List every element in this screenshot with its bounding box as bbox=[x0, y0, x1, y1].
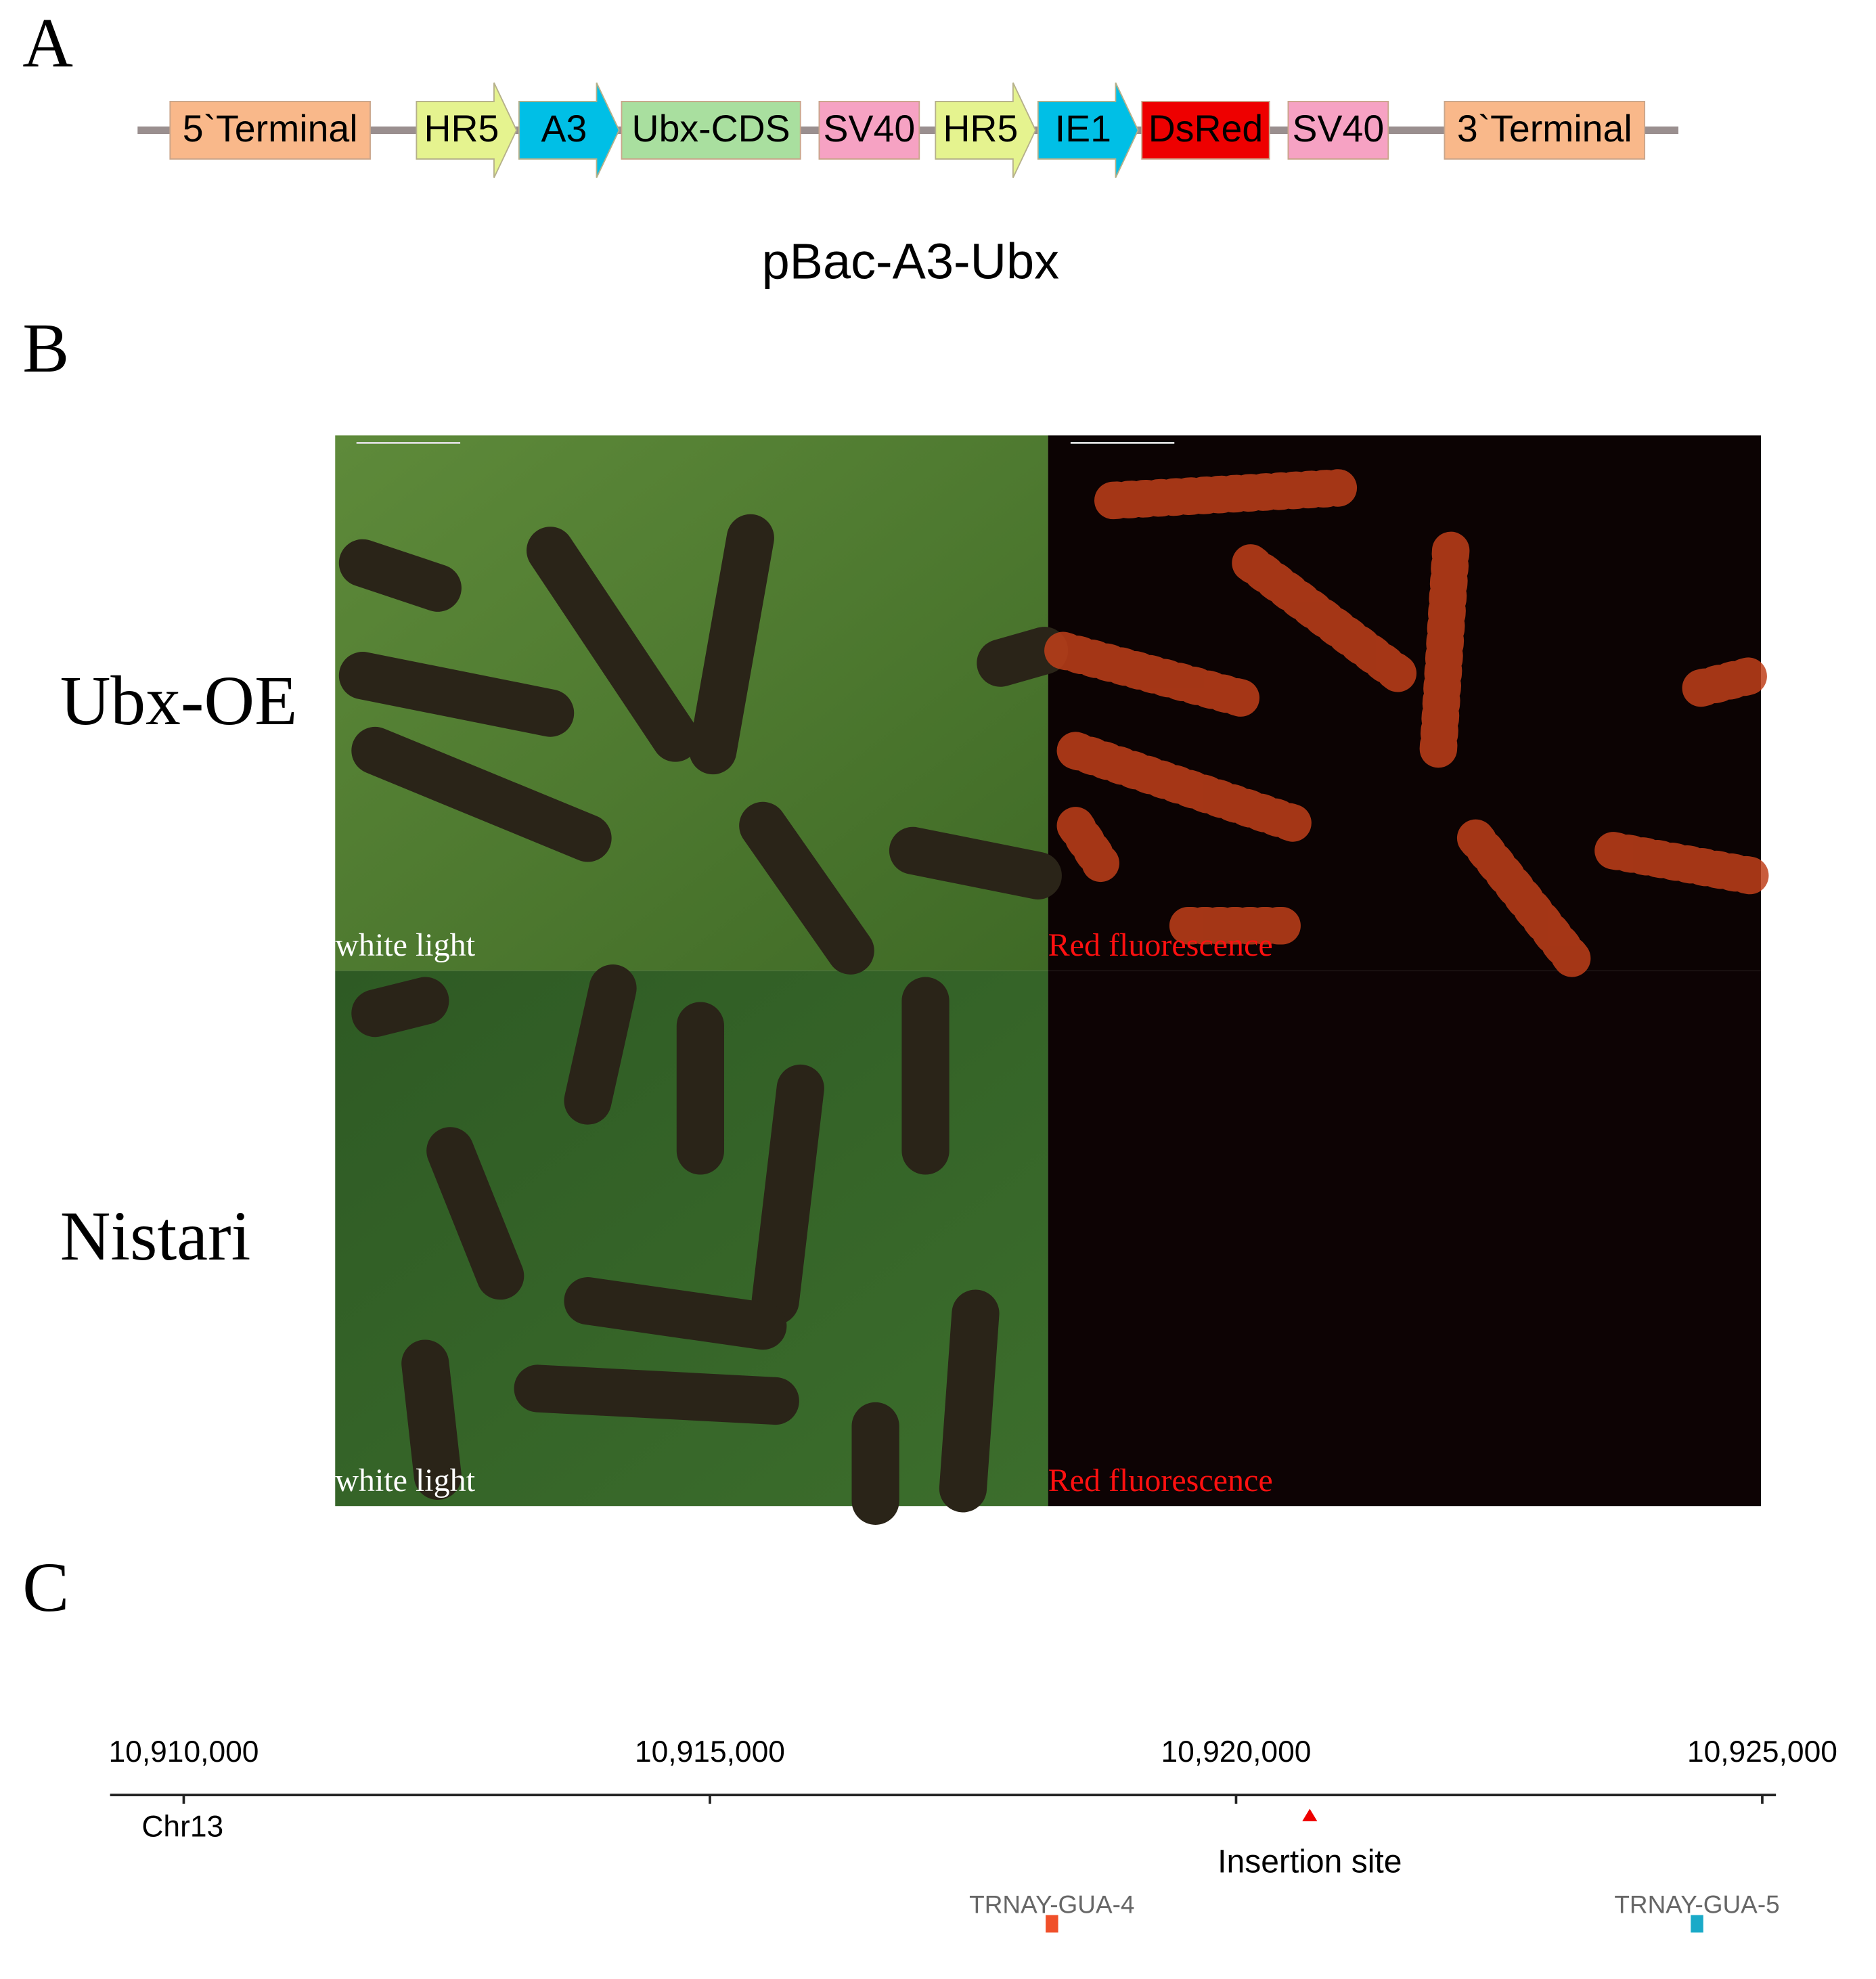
box-element bbox=[621, 100, 801, 160]
construct: 5`Terminal HR5 A3 Ubx-CDS SV40 HR5 IE1 DsRed SV4… bbox=[169, 82, 1646, 179]
element-label: 5`Terminal bbox=[183, 108, 358, 150]
panel-label: C bbox=[22, 1549, 69, 1626]
image-caption: white light bbox=[335, 1463, 475, 1498]
insertion-marker bbox=[1302, 1808, 1318, 1821]
gene-label: TRNAY-GUA-4 bbox=[969, 1890, 1134, 1918]
arrow-element bbox=[935, 82, 1037, 179]
x-tick-label: 10,925,000 bbox=[1687, 1735, 1837, 1769]
element-label: SV40 bbox=[1293, 108, 1385, 150]
arrow-element bbox=[518, 82, 620, 179]
box-element bbox=[1287, 100, 1389, 160]
image-caption: Red fluorescence bbox=[1048, 927, 1273, 963]
element-label: HR5 bbox=[424, 108, 499, 150]
construct-caption: pBac-A3-Ubx bbox=[762, 234, 1060, 290]
row-label: Nistari bbox=[60, 1198, 251, 1275]
fluorescent-larvae bbox=[1044, 469, 1770, 982]
element-label: IE1 bbox=[1055, 108, 1111, 150]
photo-labels: Ubx-OE white light Red fluorescence Nistari… bbox=[60, 663, 1273, 1498]
x-tick-label: 10,920,000 bbox=[1161, 1735, 1311, 1769]
panel-label: A bbox=[22, 5, 73, 82]
x-tick-label: 10,910,000 bbox=[109, 1735, 259, 1769]
element-label: HR5 bbox=[943, 108, 1018, 150]
box-element bbox=[169, 100, 371, 160]
element-label: DsRed bbox=[1148, 108, 1263, 150]
element-label: Ubx-CDS bbox=[632, 108, 790, 150]
box-element bbox=[818, 100, 920, 160]
box-element bbox=[1141, 100, 1270, 160]
gene-label: TRNAY-GUA-5 bbox=[1614, 1890, 1779, 1918]
arrow-element bbox=[416, 82, 518, 179]
element-label: A3 bbox=[541, 108, 587, 150]
track-label: Chr13 bbox=[141, 1810, 223, 1844]
gene-mark bbox=[1046, 1915, 1058, 1933]
larvae bbox=[338, 514, 1069, 1525]
image-caption: Red fluorescence bbox=[1048, 1463, 1273, 1498]
gene-mark bbox=[1691, 1915, 1703, 1933]
x-tick-label: 10,915,000 bbox=[635, 1735, 785, 1769]
photo bbox=[1048, 435, 1761, 971]
arrow-element bbox=[1037, 82, 1139, 179]
insertion-label: Insertion site bbox=[1218, 1844, 1402, 1880]
box-element bbox=[1444, 100, 1646, 160]
photo bbox=[1048, 971, 1761, 1507]
row-label: Ubx-OE bbox=[60, 663, 298, 740]
element-label: 3`Terminal bbox=[1457, 108, 1632, 150]
element-label: SV40 bbox=[824, 108, 916, 150]
panel-label: B bbox=[22, 310, 69, 387]
photo-grid bbox=[335, 435, 1770, 1525]
image-caption: white light bbox=[335, 927, 475, 963]
